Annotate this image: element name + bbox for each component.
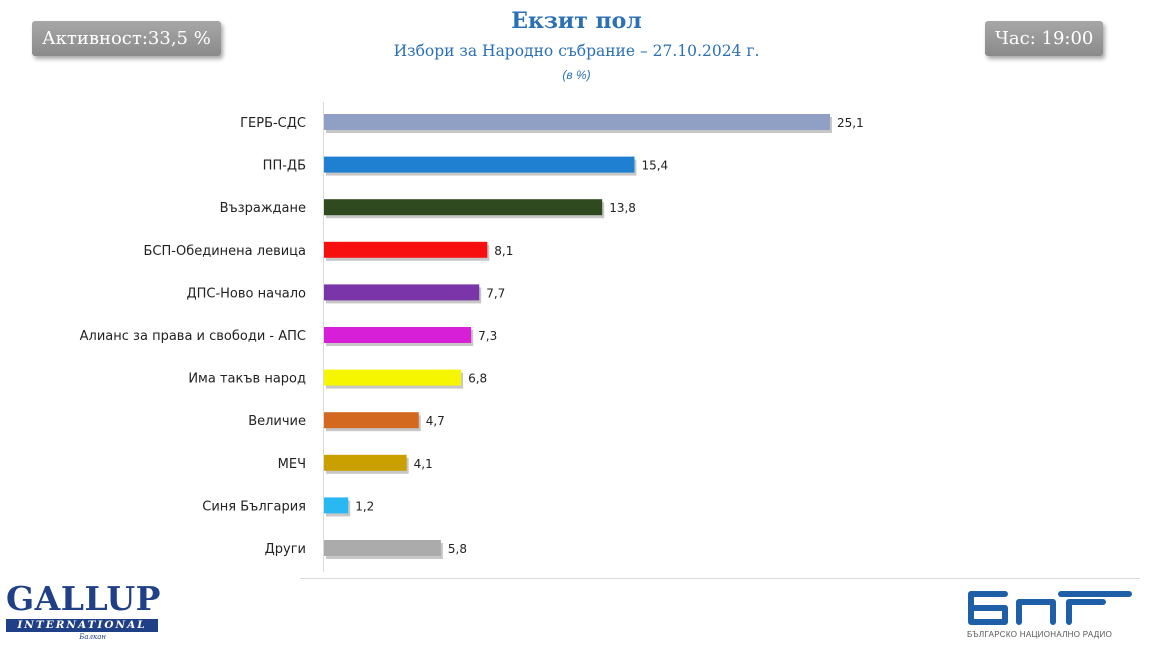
category-label: ПП-ДБ xyxy=(263,159,306,174)
chart-subtitle: Избори за Народно събрание – 27.10.2024 … xyxy=(393,42,760,60)
bar-5 xyxy=(324,284,480,301)
gallup-logo: GALLUP INTERNATIONAL Балкан xyxy=(6,582,166,644)
bar-4 xyxy=(324,241,488,258)
category-label: МЕЧ xyxy=(278,457,306,472)
bnr-logo-caption: БЪЛГАРСКО НАЦИОНАЛНО РАДИО xyxy=(967,630,1113,639)
time-badge: Час: 19:00 xyxy=(985,21,1104,56)
gallup-logo-bar: INTERNATIONAL xyxy=(6,619,158,632)
bar-7 xyxy=(324,369,462,386)
category-label: ГЕРБ-СДС xyxy=(240,116,306,131)
bnr-logo: БЪЛГАРСКО НАЦИОНАЛНО РАДИО xyxy=(965,584,1135,644)
bar-2 xyxy=(324,156,635,173)
value-label: 7,3 xyxy=(478,329,497,343)
category-label: Възраждане xyxy=(220,201,306,216)
turnout-badge: Активност:33,5 % xyxy=(32,21,221,56)
bars-group: ГЕРБ-СДС 25,1 ПП-ДБ 15,4 Възраждане 13,8 БСП-О… xyxy=(80,114,864,559)
bar-11 xyxy=(324,540,441,556)
value-label: 8,1 xyxy=(494,244,513,258)
value-label: 1,2 xyxy=(355,499,374,513)
bar-1 xyxy=(324,114,830,130)
bar-3 xyxy=(324,199,603,216)
value-label: 4,7 xyxy=(426,414,445,428)
gallup-logo-sub: Балкан xyxy=(79,633,106,641)
category-label: Има такъв народ xyxy=(188,372,306,387)
bar-chart: ГЕРБ-СДС 25,1 ПП-ДБ 15,4 Възраждане 13,8 БСП-О… xyxy=(80,102,864,572)
chart-title: Екзит пол xyxy=(511,8,642,34)
category-label: Алианс за права и свободи - АПС xyxy=(80,329,306,344)
chart-unit: (в %) xyxy=(562,68,591,82)
value-label: 4,1 xyxy=(414,457,433,471)
value-label: 13,8 xyxy=(609,201,636,215)
gallup-logo-name: GALLUP xyxy=(6,579,161,618)
bar-10 xyxy=(324,497,349,514)
value-label: 25,1 xyxy=(837,116,864,130)
category-label: Величие xyxy=(248,414,306,429)
category-label: Други xyxy=(265,542,306,557)
value-label: 7,7 xyxy=(486,286,505,300)
bar-6 xyxy=(324,327,472,343)
category-label: ДПС-Ново начало xyxy=(186,286,306,301)
bar-8 xyxy=(324,412,419,429)
value-label: 15,4 xyxy=(641,159,668,173)
category-label: БСП-Обединена левица xyxy=(144,244,306,259)
footer-divider xyxy=(300,578,1140,579)
bnr-logo-mark xyxy=(968,591,1132,625)
value-label: 5,8 xyxy=(448,542,467,556)
category-label: Синя България xyxy=(202,499,306,514)
value-label: 6,8 xyxy=(468,372,487,386)
bar-9 xyxy=(324,454,407,471)
